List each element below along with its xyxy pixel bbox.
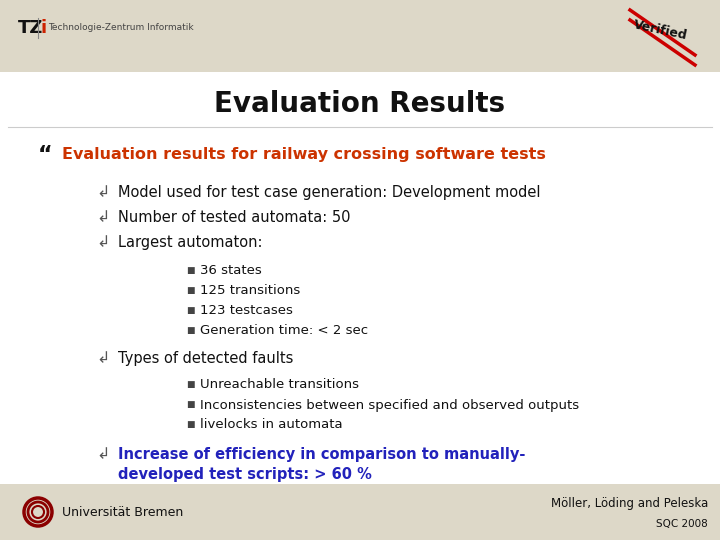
Text: Number of tested automata: 50: Number of tested automata: 50: [118, 211, 351, 226]
Text: “: “: [38, 145, 53, 165]
Text: SQC 2008: SQC 2008: [656, 519, 708, 529]
FancyBboxPatch shape: [0, 484, 720, 540]
Text: Largest automaton:: Largest automaton:: [118, 235, 263, 251]
Text: TZ: TZ: [18, 19, 43, 37]
Text: 125 transitions: 125 transitions: [200, 285, 300, 298]
Text: Unreachable transitions: Unreachable transitions: [200, 379, 359, 392]
Text: Möller, Löding and Peleska: Möller, Löding and Peleska: [551, 497, 708, 510]
Text: Evaluation Results: Evaluation Results: [215, 90, 505, 118]
Text: Universität Bremen: Universität Bremen: [62, 505, 184, 518]
Text: Technologie-Zentrum Informatik: Technologie-Zentrum Informatik: [48, 24, 194, 32]
Text: Verified: Verified: [632, 18, 688, 42]
Text: ↲: ↲: [96, 211, 109, 226]
Text: ■: ■: [186, 266, 194, 274]
Text: ↲: ↲: [96, 186, 109, 200]
Text: Types of detected faults: Types of detected faults: [118, 352, 293, 367]
Text: Evaluation results for railway crossing software tests: Evaluation results for railway crossing …: [62, 147, 546, 163]
Text: ↲: ↲: [96, 352, 109, 367]
Text: i: i: [40, 19, 46, 37]
Text: ↲: ↲: [96, 448, 109, 462]
Text: Model used for test case generation: Development model: Model used for test case generation: Dev…: [118, 186, 541, 200]
Text: ■: ■: [186, 326, 194, 334]
Text: 123 testcases: 123 testcases: [200, 305, 293, 318]
Text: ■: ■: [186, 306, 194, 314]
Text: ↲: ↲: [96, 235, 109, 251]
FancyBboxPatch shape: [0, 72, 720, 484]
Text: developed test scripts: > 60 %: developed test scripts: > 60 %: [118, 468, 372, 483]
Text: Inconsistencies between specified and observed outputs: Inconsistencies between specified and ob…: [200, 399, 579, 411]
Text: 36 states: 36 states: [200, 265, 262, 278]
Text: ■: ■: [186, 380, 194, 388]
FancyBboxPatch shape: [0, 0, 720, 72]
Text: livelocks in automata: livelocks in automata: [200, 418, 343, 431]
Text: ■: ■: [186, 286, 194, 294]
Text: Increase of efficiency in comparison to manually-: Increase of efficiency in comparison to …: [118, 448, 526, 462]
Text: ■: ■: [186, 420, 194, 429]
Text: ■: ■: [186, 400, 194, 408]
Text: Generation time: < 2 sec: Generation time: < 2 sec: [200, 325, 368, 338]
